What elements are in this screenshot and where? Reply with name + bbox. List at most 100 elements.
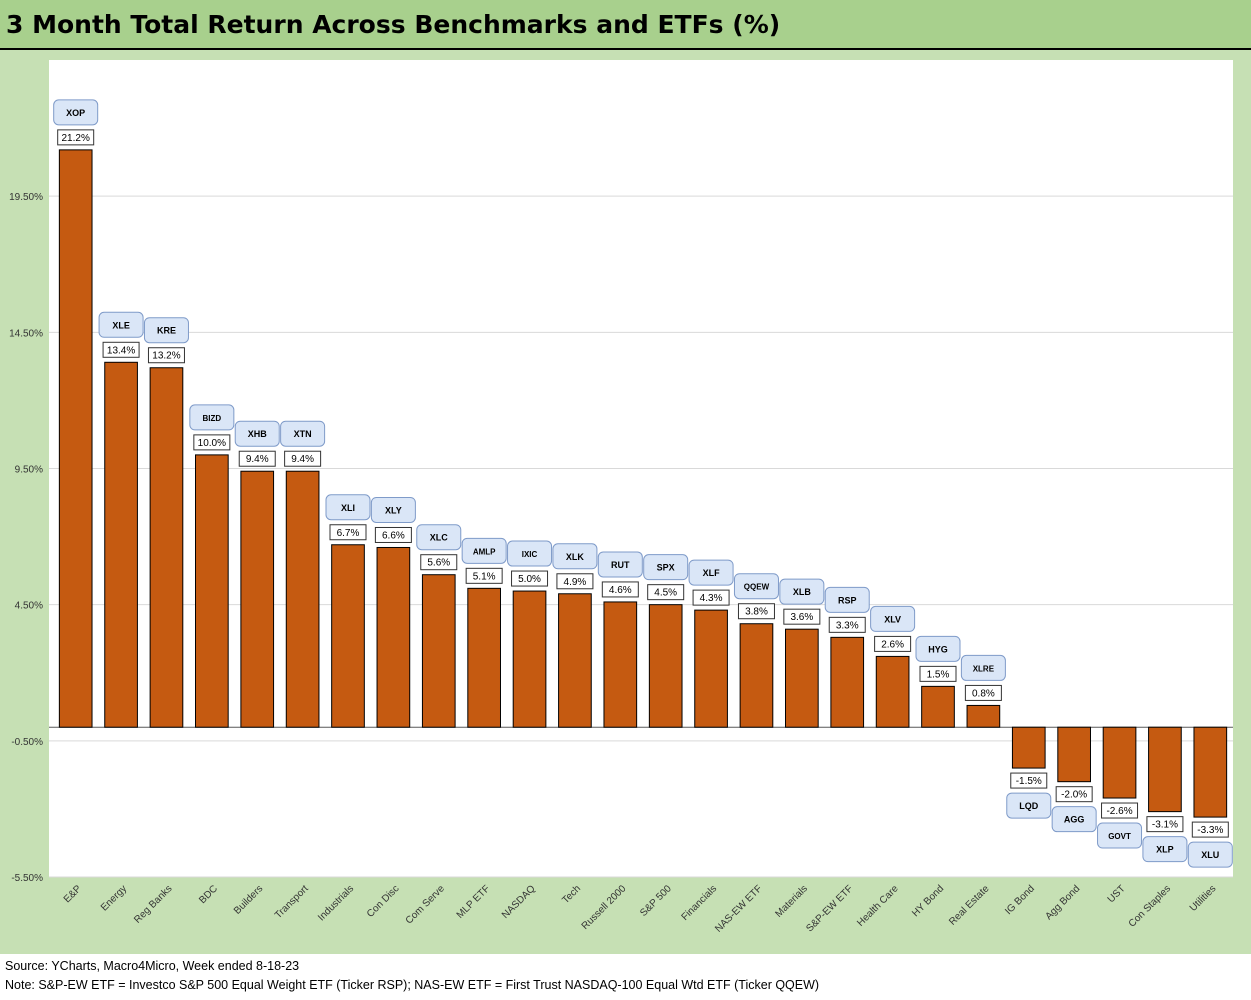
ticker-callout: [1187, 841, 1233, 868]
bar-chart: 19.50% 14.50% 9.50% 4.50% -0.50% -5.50% 21.2% X…: [9, 60, 1233, 935]
ticker-label: RUT: [611, 560, 630, 570]
bar: [1102, 726, 1137, 799]
ticker-callout: [1142, 836, 1188, 863]
source-note: Source: YCharts, Macro4Micro, Week ended…: [5, 959, 300, 973]
x-tick-label: E&P: [62, 883, 84, 905]
x-tick-label: IG Bond: [1003, 883, 1037, 917]
x-tick-label: Transport: [273, 883, 311, 921]
ticker-label: XLF: [703, 568, 721, 578]
data-label: 3.6%: [790, 612, 813, 623]
x-tick-label: Health Care: [855, 883, 901, 929]
data-label: 4.5%: [654, 588, 677, 599]
x-tick-label: Financials: [680, 883, 720, 923]
bar: [875, 655, 910, 728]
x-tick-label: NAS-EW ETF: [713, 883, 764, 934]
bar: [512, 590, 547, 728]
ticker-callout: [643, 554, 689, 581]
x-tick-label: Builders: [232, 883, 265, 916]
bar: [1148, 726, 1182, 813]
ticker-label: XLP: [1156, 845, 1174, 855]
data-label-box: [420, 554, 458, 571]
ticker-callout: [1006, 792, 1052, 819]
ticker-callout: [1051, 806, 1097, 833]
ticker-label: XLV: [884, 614, 901, 624]
bar: [785, 628, 819, 728]
ticker-label: XLB: [793, 587, 812, 597]
ticker-label: IXIC: [522, 550, 538, 559]
x-tick-label: Agg Bond: [1043, 883, 1082, 922]
data-label-box: [647, 584, 685, 601]
data-label: 6.6%: [382, 530, 405, 541]
bar: [603, 601, 638, 728]
ticker-label: HYG: [928, 644, 948, 654]
ticker-callout: [733, 573, 779, 600]
data-label: -3.3%: [1197, 825, 1223, 836]
data-label: 9.4%: [246, 454, 269, 465]
ticker-label: KRE: [157, 326, 176, 336]
ticker-label: XLI: [341, 503, 355, 513]
data-label: -3.1%: [1152, 820, 1178, 831]
bar: [240, 470, 275, 728]
bar: [195, 454, 229, 728]
ticker-callout: [98, 311, 144, 338]
data-label: -2.6%: [1106, 806, 1132, 817]
ticker-callout: [960, 654, 1006, 681]
bar: [104, 361, 138, 728]
ticker-callout: [370, 496, 416, 523]
y-tick-label: -0.50%: [11, 737, 43, 748]
bar: [1011, 726, 1046, 769]
ticker-callout: [597, 551, 643, 578]
x-tick-label: Materials: [773, 883, 809, 919]
data-label-box: [1010, 772, 1048, 789]
data-label-box: [284, 450, 322, 467]
data-label-box: [783, 608, 821, 625]
data-label-box: [374, 526, 412, 543]
ticker-label: AGG: [1064, 815, 1085, 825]
ticker-callout: [1097, 822, 1143, 849]
bar: [285, 470, 320, 728]
data-label: 1.5%: [927, 669, 950, 680]
data-label-box: [919, 665, 957, 682]
data-label: 3.3%: [836, 620, 859, 631]
ticker-callout: [688, 559, 734, 586]
data-label-box: [465, 567, 503, 584]
data-label: 9.4%: [291, 454, 314, 465]
y-tick-label: 14.50%: [9, 328, 43, 339]
bar: [830, 636, 865, 728]
chart-frame: 19.50% 14.50% 9.50% 4.50% -0.50% -5.50% 21.2% X…: [0, 50, 1251, 954]
data-label: 13.4%: [107, 345, 135, 356]
bar: [694, 609, 728, 728]
data-label-box: [692, 589, 730, 606]
definition-note: Note: S&P-EW ETF = Investco S&P 500 Equa…: [5, 978, 820, 992]
x-tick-label: NASDAQ: [500, 883, 538, 921]
x-tick-label: Com Serve: [404, 883, 447, 926]
data-label-box: [1055, 786, 1093, 803]
data-label: 5.0%: [518, 574, 541, 585]
data-label-box: [737, 603, 775, 620]
ticker-label: XTN: [294, 429, 312, 439]
data-label: 21.2%: [62, 133, 90, 144]
data-label: 13.2%: [152, 351, 180, 362]
ticker-callout: [870, 605, 916, 632]
ticker-label: SPX: [657, 563, 675, 573]
x-tick-label: Tech: [560, 883, 583, 906]
chart-title: 3 Month Total Return Across Benchmarks a…: [6, 10, 781, 39]
bar: [739, 623, 774, 728]
data-label-box: [238, 450, 276, 467]
ticker-callout: [53, 99, 99, 126]
data-label-box: [556, 573, 594, 590]
ticker-callout: [325, 494, 371, 521]
ticker-callout: [552, 543, 598, 570]
ticker-callout: [416, 524, 462, 551]
data-label: 4.3%: [700, 593, 723, 604]
footer: Source: YCharts, Macro4Micro, Week ended…: [0, 954, 1251, 1000]
ticker-callout: [234, 420, 280, 447]
data-label-box: [964, 684, 1002, 701]
bar: [58, 149, 93, 728]
data-label: 3.8%: [745, 607, 768, 618]
data-label-box: [1146, 816, 1184, 833]
data-label: 6.7%: [337, 528, 360, 539]
data-label-box: [1101, 802, 1139, 819]
bar: [966, 704, 1001, 728]
x-tick-label: Real Estate: [947, 883, 992, 928]
